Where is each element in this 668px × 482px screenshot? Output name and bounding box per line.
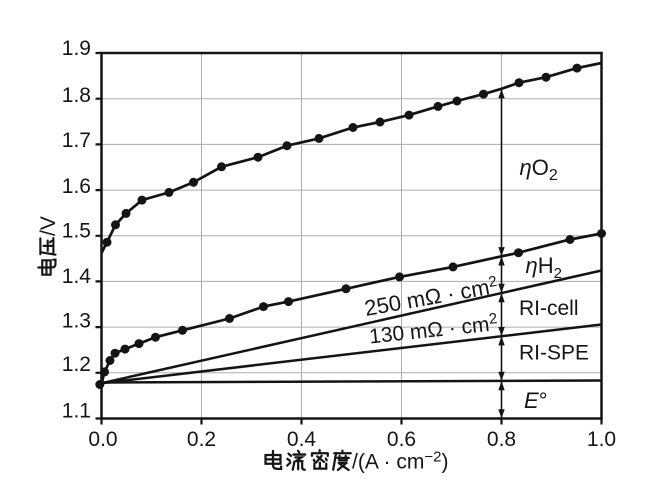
svg-text:0.2: 0.2 <box>187 428 216 451</box>
svg-text:1.1: 1.1 <box>62 400 91 423</box>
svg-text:1.4: 1.4 <box>62 265 92 288</box>
svg-text:1.6: 1.6 <box>62 175 91 198</box>
svg-text:E°: E° <box>524 388 548 413</box>
svg-text:ηO2: ηO2 <box>520 155 558 184</box>
svg-text:ηH2: ηH2 <box>526 253 562 282</box>
svg-text:RI-SPE: RI-SPE <box>519 342 589 365</box>
svg-text:0.0: 0.0 <box>88 428 117 451</box>
svg-text:1.9: 1.9 <box>62 37 91 60</box>
svg-text:1.2: 1.2 <box>62 353 91 376</box>
svg-text:1.0: 1.0 <box>587 428 616 451</box>
svg-text:0.4: 0.4 <box>287 428 317 451</box>
svg-text:/(A · cm−2): /(A · cm−2) <box>352 449 448 474</box>
svg-text:/V: /V <box>37 216 60 236</box>
svg-text:1.8: 1.8 <box>62 84 91 107</box>
svg-text:0.8: 0.8 <box>487 428 516 451</box>
svg-text:0.6: 0.6 <box>387 428 416 451</box>
svg-text:1.3: 1.3 <box>62 310 91 333</box>
svg-text:1.7: 1.7 <box>62 129 91 152</box>
svg-text:RI-cell: RI-cell <box>519 297 579 320</box>
svg-text:1.5: 1.5 <box>62 220 91 243</box>
